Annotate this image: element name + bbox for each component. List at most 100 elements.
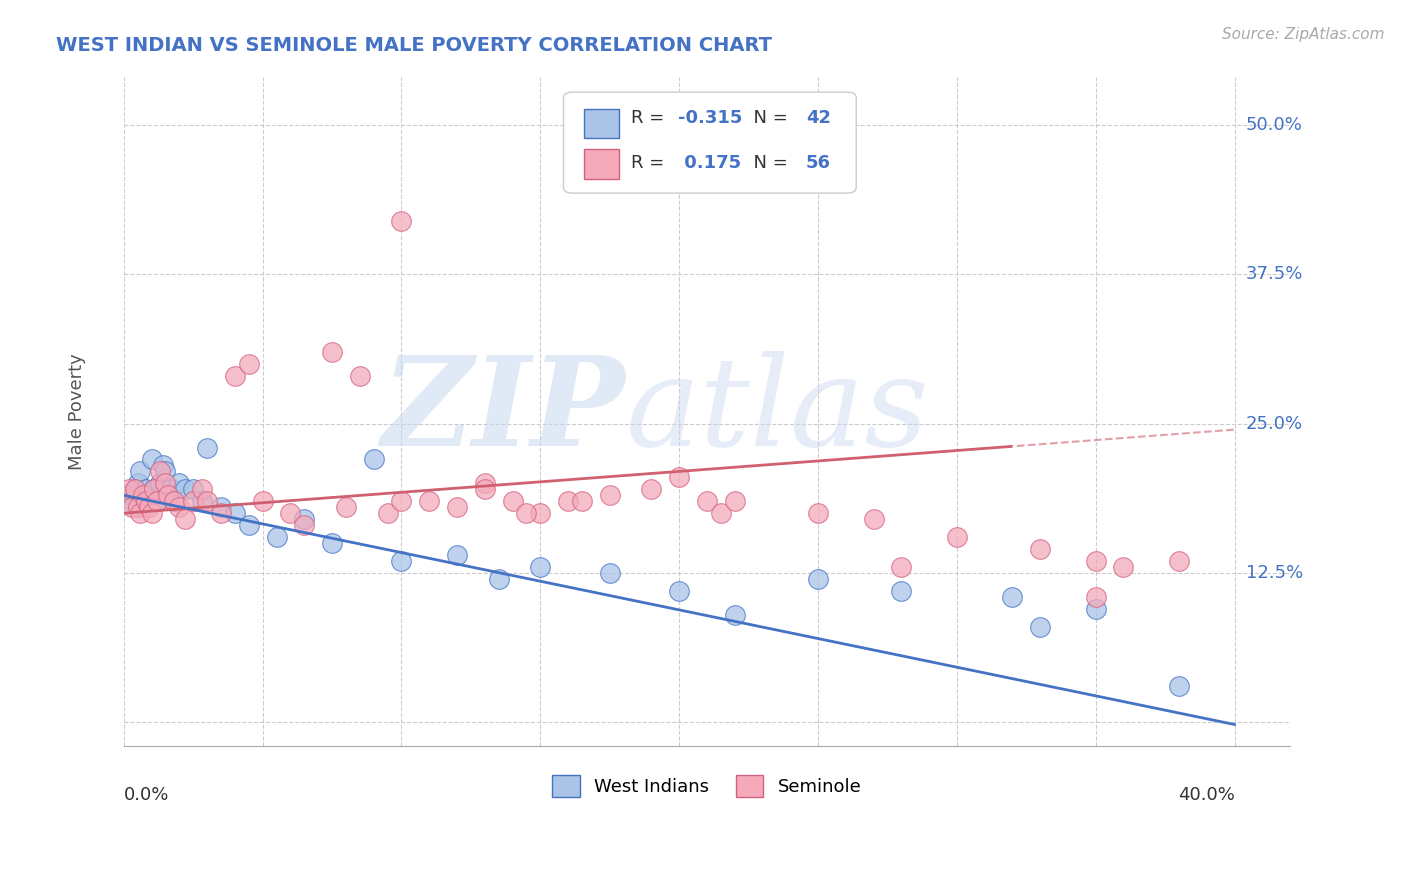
Point <box>195 441 218 455</box>
Point <box>363 452 385 467</box>
Point <box>135 494 157 508</box>
Point <box>862 512 884 526</box>
Point <box>474 483 496 497</box>
Point <box>238 357 260 371</box>
Point <box>149 464 172 478</box>
Point <box>529 560 551 574</box>
Point <box>599 566 621 580</box>
Text: 40.0%: 40.0% <box>1178 786 1234 804</box>
Point <box>132 494 155 508</box>
FancyBboxPatch shape <box>564 92 856 193</box>
Point <box>418 494 440 508</box>
Point <box>446 500 468 515</box>
Point <box>169 500 191 515</box>
Point <box>238 518 260 533</box>
Point <box>640 483 662 497</box>
Point <box>143 483 166 497</box>
Point <box>138 488 160 502</box>
Point <box>149 476 172 491</box>
Point <box>143 483 166 497</box>
Point <box>946 530 969 544</box>
Point <box>124 483 146 497</box>
Point <box>335 500 357 515</box>
Point <box>169 476 191 491</box>
Text: WEST INDIAN VS SEMINOLE MALE POVERTY CORRELATION CHART: WEST INDIAN VS SEMINOLE MALE POVERTY COR… <box>56 36 772 54</box>
Point <box>807 572 830 586</box>
Point <box>391 494 413 508</box>
Text: 42: 42 <box>806 109 831 128</box>
Text: ZIP: ZIP <box>381 351 626 473</box>
Point <box>266 530 288 544</box>
Point <box>132 488 155 502</box>
Point <box>160 483 183 497</box>
Point <box>1001 590 1024 604</box>
Point <box>121 494 143 508</box>
Point <box>224 506 246 520</box>
Point <box>571 494 593 508</box>
Point <box>446 548 468 562</box>
Point <box>118 483 141 497</box>
Point <box>146 494 169 508</box>
Point <box>710 506 733 520</box>
Point <box>280 506 302 520</box>
Point <box>141 452 163 467</box>
Point <box>515 506 537 520</box>
Point <box>321 345 343 359</box>
Point <box>146 494 169 508</box>
Text: 0.175: 0.175 <box>678 154 741 172</box>
Point <box>724 494 747 508</box>
Point <box>488 572 510 586</box>
Point <box>224 368 246 383</box>
Point <box>124 483 146 497</box>
Point <box>252 494 274 508</box>
Point <box>181 483 204 497</box>
Point <box>209 506 232 520</box>
Point <box>1084 601 1107 615</box>
Bar <box>585 109 620 138</box>
Point <box>724 607 747 622</box>
Point <box>292 518 315 533</box>
Point <box>1168 679 1191 693</box>
Point <box>321 536 343 550</box>
Point <box>118 488 141 502</box>
Point <box>1084 554 1107 568</box>
Point <box>668 583 690 598</box>
Point <box>157 488 180 502</box>
Point <box>529 506 551 520</box>
Text: N =: N = <box>742 154 793 172</box>
Text: atlas: atlas <box>626 351 929 473</box>
Point <box>391 554 413 568</box>
Point <box>1029 619 1052 633</box>
Point <box>127 476 149 491</box>
Point <box>174 483 197 497</box>
Point <box>129 506 152 520</box>
Point <box>190 494 212 508</box>
Point <box>135 483 157 497</box>
Point <box>696 494 718 508</box>
Point <box>1029 541 1052 556</box>
Point <box>391 213 413 227</box>
Point <box>121 500 143 515</box>
Text: 0.0%: 0.0% <box>124 786 169 804</box>
Point <box>1084 590 1107 604</box>
Point <box>807 506 830 520</box>
Point <box>129 464 152 478</box>
Text: Male Poverty: Male Poverty <box>67 353 86 470</box>
Point <box>152 458 174 473</box>
Point <box>599 488 621 502</box>
Point <box>157 488 180 502</box>
Point <box>349 368 371 383</box>
Point <box>474 476 496 491</box>
Point <box>1168 554 1191 568</box>
Point <box>127 500 149 515</box>
Point <box>502 494 524 508</box>
Point <box>163 494 186 508</box>
Text: 12.5%: 12.5% <box>1246 564 1303 582</box>
Point <box>890 560 912 574</box>
Point <box>155 476 177 491</box>
Text: R =: R = <box>631 154 671 172</box>
Point <box>292 512 315 526</box>
Point <box>141 506 163 520</box>
Point <box>1112 560 1135 574</box>
Point <box>890 583 912 598</box>
